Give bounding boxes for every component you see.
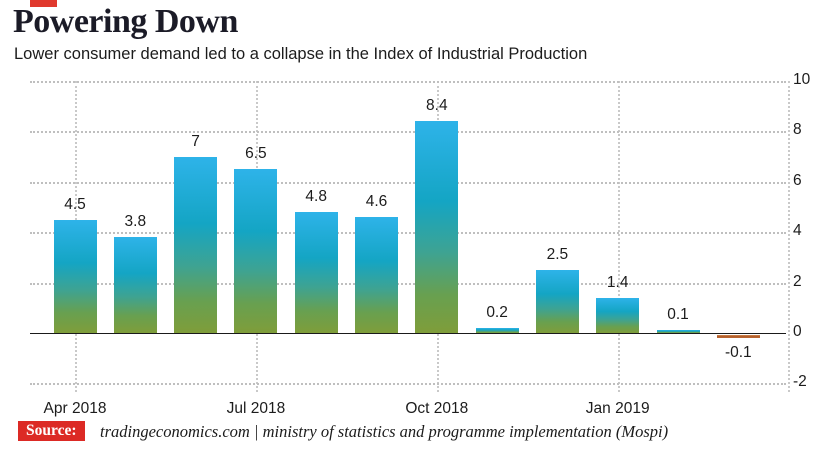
y-axis-label: 4 [793, 222, 802, 240]
gridline [30, 383, 786, 386]
gridline [30, 131, 786, 134]
y-axis-label: 8 [793, 121, 802, 139]
bar-value-label: 8.4 [426, 97, 448, 115]
chart-title: Powering Down [13, 3, 238, 40]
bar [596, 297, 640, 333]
bar [355, 217, 398, 333]
bar-value-label: 0.2 [486, 303, 508, 321]
y-axis-label: 6 [793, 171, 802, 189]
x-axis-label: Apr 2018 [43, 400, 107, 417]
chart-subtitle: Lower consumer demand led to a collapse … [14, 45, 588, 63]
gridline [30, 282, 786, 285]
accent-square-icon [30, 0, 57, 7]
bar [294, 212, 338, 333]
vertical-gridline [788, 81, 790, 392]
y-axis-label: 10 [793, 71, 811, 89]
gridline [30, 81, 786, 83]
vertical-gridline [617, 81, 620, 392]
bar-value-label: 0.1 [667, 305, 689, 323]
gridline [30, 232, 786, 235]
bar [475, 327, 519, 333]
source-label-badge: Source: [18, 421, 85, 441]
gridline [30, 181, 786, 184]
bar [716, 334, 760, 338]
bar [113, 237, 157, 333]
bar [53, 219, 97, 333]
bar-value-label: 6.5 [245, 145, 267, 163]
bar-value-label: -0.1 [724, 343, 752, 361]
y-axis-label: -2 [793, 373, 807, 391]
x-axis-label: Jan 2019 [585, 400, 650, 417]
bar-value-label: 3.8 [124, 213, 147, 231]
x-axis-label: Oct 2018 [405, 400, 469, 417]
bar [415, 121, 459, 333]
x-axis-label: Jul 2018 [226, 400, 286, 417]
source-text: tradingeconomics.com | ministry of stati… [100, 422, 669, 441]
zero-line [30, 333, 786, 334]
bar-value-label: 1.4 [606, 273, 629, 291]
bar-value-label: 4.8 [305, 188, 327, 206]
bar [174, 156, 218, 333]
y-axis-label: 0 [793, 323, 802, 341]
bar [535, 270, 579, 333]
bar-value-label: 2.5 [546, 246, 569, 263]
bar-value-label: 4.6 [365, 193, 388, 211]
bar-value-label: 4.5 [64, 195, 86, 213]
bar-value-label: 7 [191, 132, 200, 150]
y-axis-label: 2 [793, 272, 802, 290]
bar [234, 169, 278, 333]
bar [656, 329, 700, 333]
